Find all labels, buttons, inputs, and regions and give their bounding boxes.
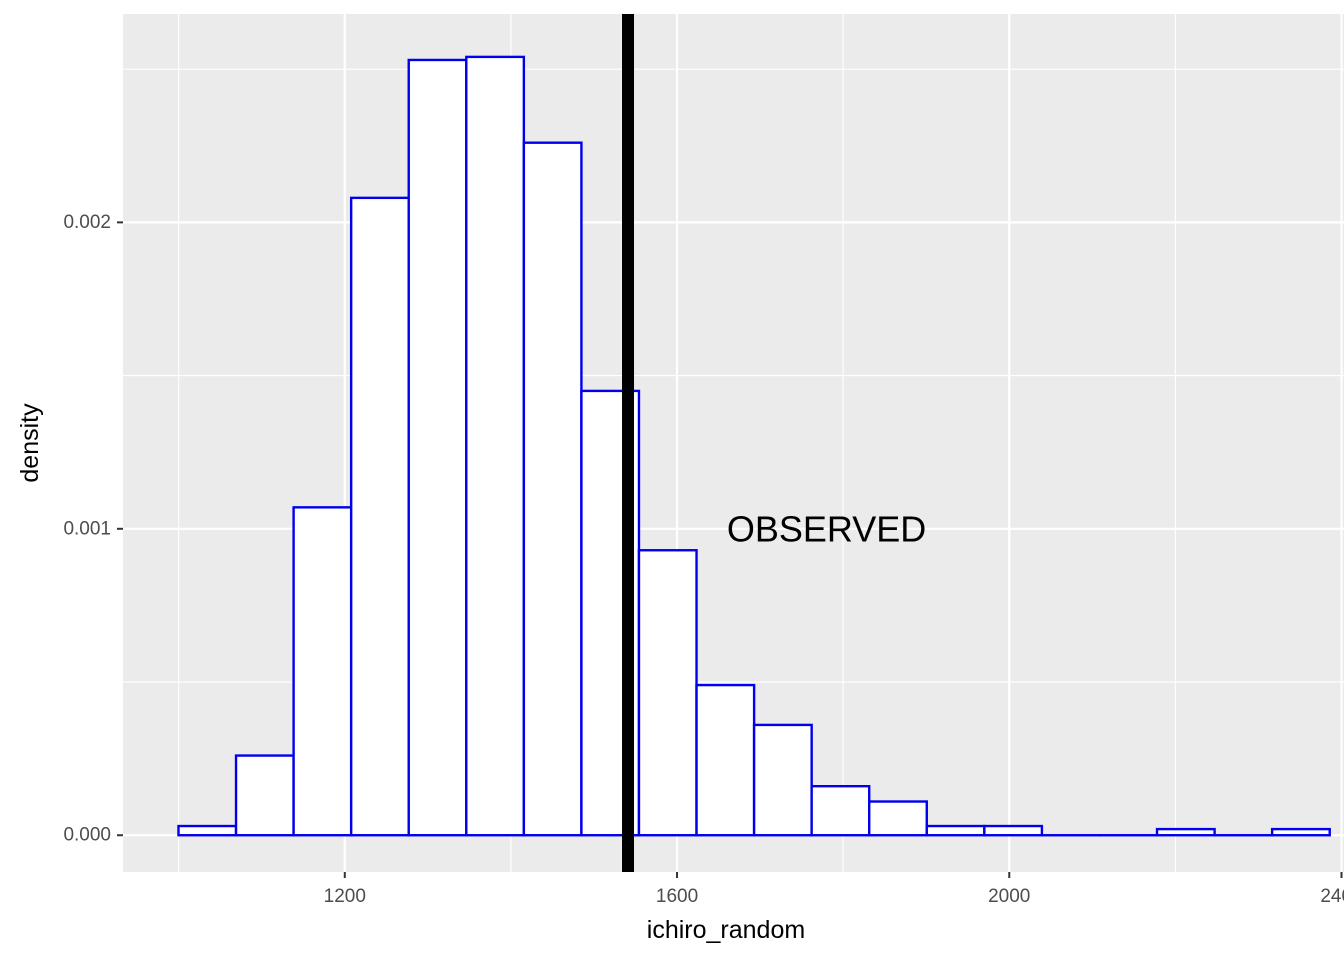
histogram-bar: [695, 683, 756, 837]
histogram-bar: [177, 824, 238, 837]
x-tick-label: 2000: [988, 886, 1030, 907]
y-tick-label: 0.001: [63, 518, 111, 539]
histogram-bar: [349, 196, 410, 837]
histogram-bar: [868, 800, 928, 837]
y-axis-title: density: [16, 403, 44, 483]
histogram-bar: [637, 549, 698, 837]
histogram-bar: [1270, 827, 1331, 837]
x-tick-label: 2400: [1320, 886, 1344, 907]
x-tick-label: 1600: [656, 886, 698, 907]
histogram-bar: [407, 58, 468, 837]
y-tick-label: 0.002: [63, 212, 111, 233]
y-axis: 0.000 0.001 0.002: [63, 212, 123, 846]
histogram-bar: [925, 824, 986, 837]
x-axis: 1200 1600 2000 2400: [324, 872, 1344, 907]
histogram-bar: [983, 824, 1044, 837]
histogram-bar: [522, 141, 583, 837]
x-axis-title: ichiro_random: [647, 916, 805, 944]
y-tick-label: 0.000: [63, 825, 111, 846]
x-tick-label: 1200: [324, 886, 366, 907]
histogram-bar: [292, 506, 353, 837]
histogram-bar: [234, 754, 295, 837]
histogram-bar: [465, 55, 526, 837]
histogram-bar: [810, 785, 871, 837]
histogram-bar: [752, 723, 813, 837]
observed-annotation: OBSERVED: [727, 508, 926, 549]
histogram-bar: [1155, 827, 1216, 837]
